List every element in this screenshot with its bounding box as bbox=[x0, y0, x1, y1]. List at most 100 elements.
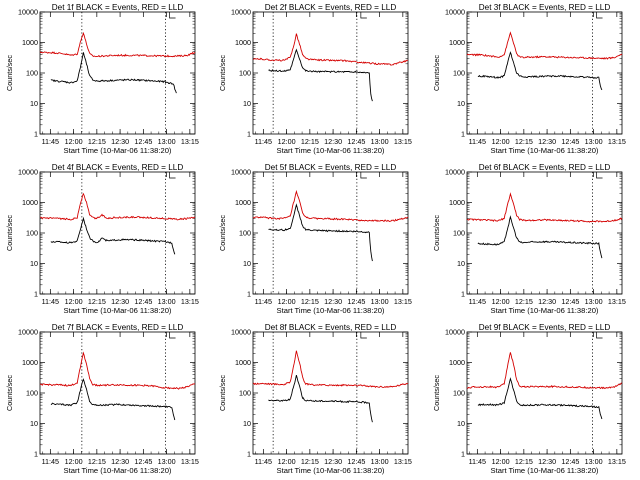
plot-frame bbox=[252, 331, 409, 455]
x-axis-label: Start Time (10-Mar-06 11:38:20) bbox=[491, 306, 599, 315]
plot-frame bbox=[39, 331, 196, 455]
x-tick-label: 11:45 bbox=[42, 137, 59, 146]
x-tick-label: 13:15 bbox=[394, 137, 412, 146]
y-tick-label: 1000 bbox=[22, 38, 38, 47]
y-tick-label: 1000 bbox=[22, 198, 38, 207]
panel-title: Det 9f BLACK = Events, RED = LLD bbox=[479, 323, 611, 332]
x-tick-label: 12:30 bbox=[538, 297, 556, 306]
interval-marker bbox=[596, 332, 603, 339]
series-events-line bbox=[268, 374, 373, 423]
y-tick-label: 10 bbox=[457, 259, 465, 268]
panel-det-1f: Det 1f BLACK = Events, RED = LLD 1 10 100 10… bbox=[5, 3, 199, 155]
y-tick-label: 1 bbox=[34, 450, 38, 459]
x-tick-label: 12:00 bbox=[278, 297, 296, 306]
y-axis-label: Counts/sec bbox=[5, 375, 14, 411]
series-events-line bbox=[477, 377, 603, 420]
x-tick-label: 12:45 bbox=[561, 457, 579, 466]
y-tick-label: 1 bbox=[247, 290, 251, 299]
x-tick-label: 13:00 bbox=[585, 457, 603, 466]
x-tick-label: 12:15 bbox=[88, 297, 106, 306]
y-tick-label: 10000 bbox=[18, 8, 38, 17]
x-tick-label: 13:15 bbox=[394, 457, 412, 466]
x-tick-label: 12:00 bbox=[278, 457, 296, 466]
x-tick-label: 12:30 bbox=[111, 297, 129, 306]
x-tick-label: 13:00 bbox=[371, 457, 389, 466]
x-tick-label: 11:45 bbox=[469, 137, 486, 146]
x-tick-label: 13:00 bbox=[371, 137, 389, 146]
x-tick-label: 12:45 bbox=[561, 297, 579, 306]
series-lld-line bbox=[39, 351, 196, 390]
y-tick-label: 1000 bbox=[235, 198, 251, 207]
series-lld-line bbox=[466, 352, 623, 390]
x-tick-label: 12:30 bbox=[324, 457, 342, 466]
interval-marker bbox=[360, 172, 367, 179]
x-tick-label: 11:45 bbox=[469, 457, 486, 466]
x-tick-label: 12:15 bbox=[88, 457, 106, 466]
panel-title: Det 7f BLACK = Events, RED = LLD bbox=[52, 323, 184, 332]
x-axis-label: Start Time (10-Mar-06 11:38:20) bbox=[64, 146, 172, 155]
x-tick-label: 12:45 bbox=[561, 137, 579, 146]
y-tick-label: 1 bbox=[34, 290, 38, 299]
y-tick-label: 100 bbox=[239, 389, 251, 398]
x-tick-label: 12:45 bbox=[347, 297, 365, 306]
x-tick-label: 12:00 bbox=[278, 137, 296, 146]
plot-frame bbox=[466, 11, 623, 135]
x-tick-label: 11:45 bbox=[42, 457, 59, 466]
x-tick-label: 12:00 bbox=[492, 297, 510, 306]
x-tick-label: 12:15 bbox=[515, 297, 533, 306]
panel-title: Det 5f BLACK = Events, RED = LLD bbox=[265, 163, 397, 172]
series-lld-line bbox=[252, 189, 409, 223]
x-tick-label: 12:45 bbox=[134, 137, 152, 146]
x-tick-label: 13:00 bbox=[585, 137, 603, 146]
y-tick-label: 100 bbox=[453, 389, 465, 398]
x-tick-label: 12:30 bbox=[111, 457, 129, 466]
panel-det-6f: Det 6f BLACK = Events, RED = LLD 1 10 100 10… bbox=[432, 163, 626, 315]
interval-marker bbox=[596, 12, 603, 19]
series-events-line bbox=[50, 216, 176, 255]
y-tick-label: 10 bbox=[243, 99, 251, 108]
x-tick-label: 12:30 bbox=[538, 137, 556, 146]
y-tick-label: 10000 bbox=[18, 328, 38, 337]
x-tick-label: 12:15 bbox=[301, 457, 319, 466]
panel-det-9f: Det 9f BLACK = Events, RED = LLD 1 10 100 10… bbox=[432, 323, 626, 475]
x-tick-label: 11:45 bbox=[469, 297, 486, 306]
panel-title: Det 1f BLACK = Events, RED = LLD bbox=[52, 3, 184, 12]
y-tick-label: 100 bbox=[239, 229, 251, 238]
plot-frame bbox=[252, 11, 409, 135]
x-tick-label: 12:45 bbox=[134, 457, 152, 466]
series-lld-line bbox=[40, 192, 196, 221]
x-axis-label: Start Time (10-Mar-06 11:38:20) bbox=[277, 306, 385, 315]
x-tick-label: 13:00 bbox=[585, 297, 603, 306]
x-tick-label: 12:00 bbox=[65, 137, 83, 146]
series-lld-line bbox=[466, 31, 623, 60]
x-tick-label: 13:00 bbox=[158, 457, 176, 466]
series-lld-line bbox=[253, 33, 408, 66]
plot-frame bbox=[39, 171, 196, 295]
panel-det-3f: Det 3f BLACK = Events, RED = LLD 1 10 100 10… bbox=[432, 3, 626, 155]
y-tick-label: 10000 bbox=[445, 328, 465, 337]
y-tick-label: 10 bbox=[243, 259, 251, 268]
x-tick-label: 13:15 bbox=[394, 297, 412, 306]
x-tick-label: 12:15 bbox=[301, 137, 319, 146]
series-lld-line bbox=[252, 350, 409, 388]
x-tick-label: 12:45 bbox=[134, 297, 152, 306]
y-tick-label: 1 bbox=[461, 130, 465, 139]
panel-title: Det 4f BLACK = Events, RED = LLD bbox=[52, 163, 184, 172]
y-tick-label: 1 bbox=[247, 130, 251, 139]
interval-marker bbox=[169, 332, 176, 339]
y-tick-label: 10000 bbox=[231, 328, 251, 337]
y-tick-label: 100 bbox=[239, 69, 251, 78]
interval-marker bbox=[360, 332, 367, 339]
x-axis-label: Start Time (10-Mar-06 11:38:20) bbox=[491, 466, 599, 475]
panel-det-8f: Det 8f BLACK = Events, RED = LLD 1 10 100 10… bbox=[218, 323, 412, 475]
y-axis-label: Counts/sec bbox=[5, 55, 14, 91]
x-tick-label: 12:30 bbox=[538, 457, 556, 466]
x-tick-label: 13:15 bbox=[181, 297, 199, 306]
panel-det-2f: Det 2f BLACK = Events, RED = LLD 1 10 100 10… bbox=[218, 3, 412, 155]
x-axis-label: Start Time (10-Mar-06 11:38:20) bbox=[64, 306, 172, 315]
x-tick-label: 12:30 bbox=[111, 137, 129, 146]
plot-frame bbox=[466, 331, 623, 455]
x-tick-label: 12:15 bbox=[88, 137, 106, 146]
y-axis-label: Counts/sec bbox=[5, 215, 14, 251]
x-axis-label: Start Time (10-Mar-06 11:38:20) bbox=[277, 466, 385, 475]
